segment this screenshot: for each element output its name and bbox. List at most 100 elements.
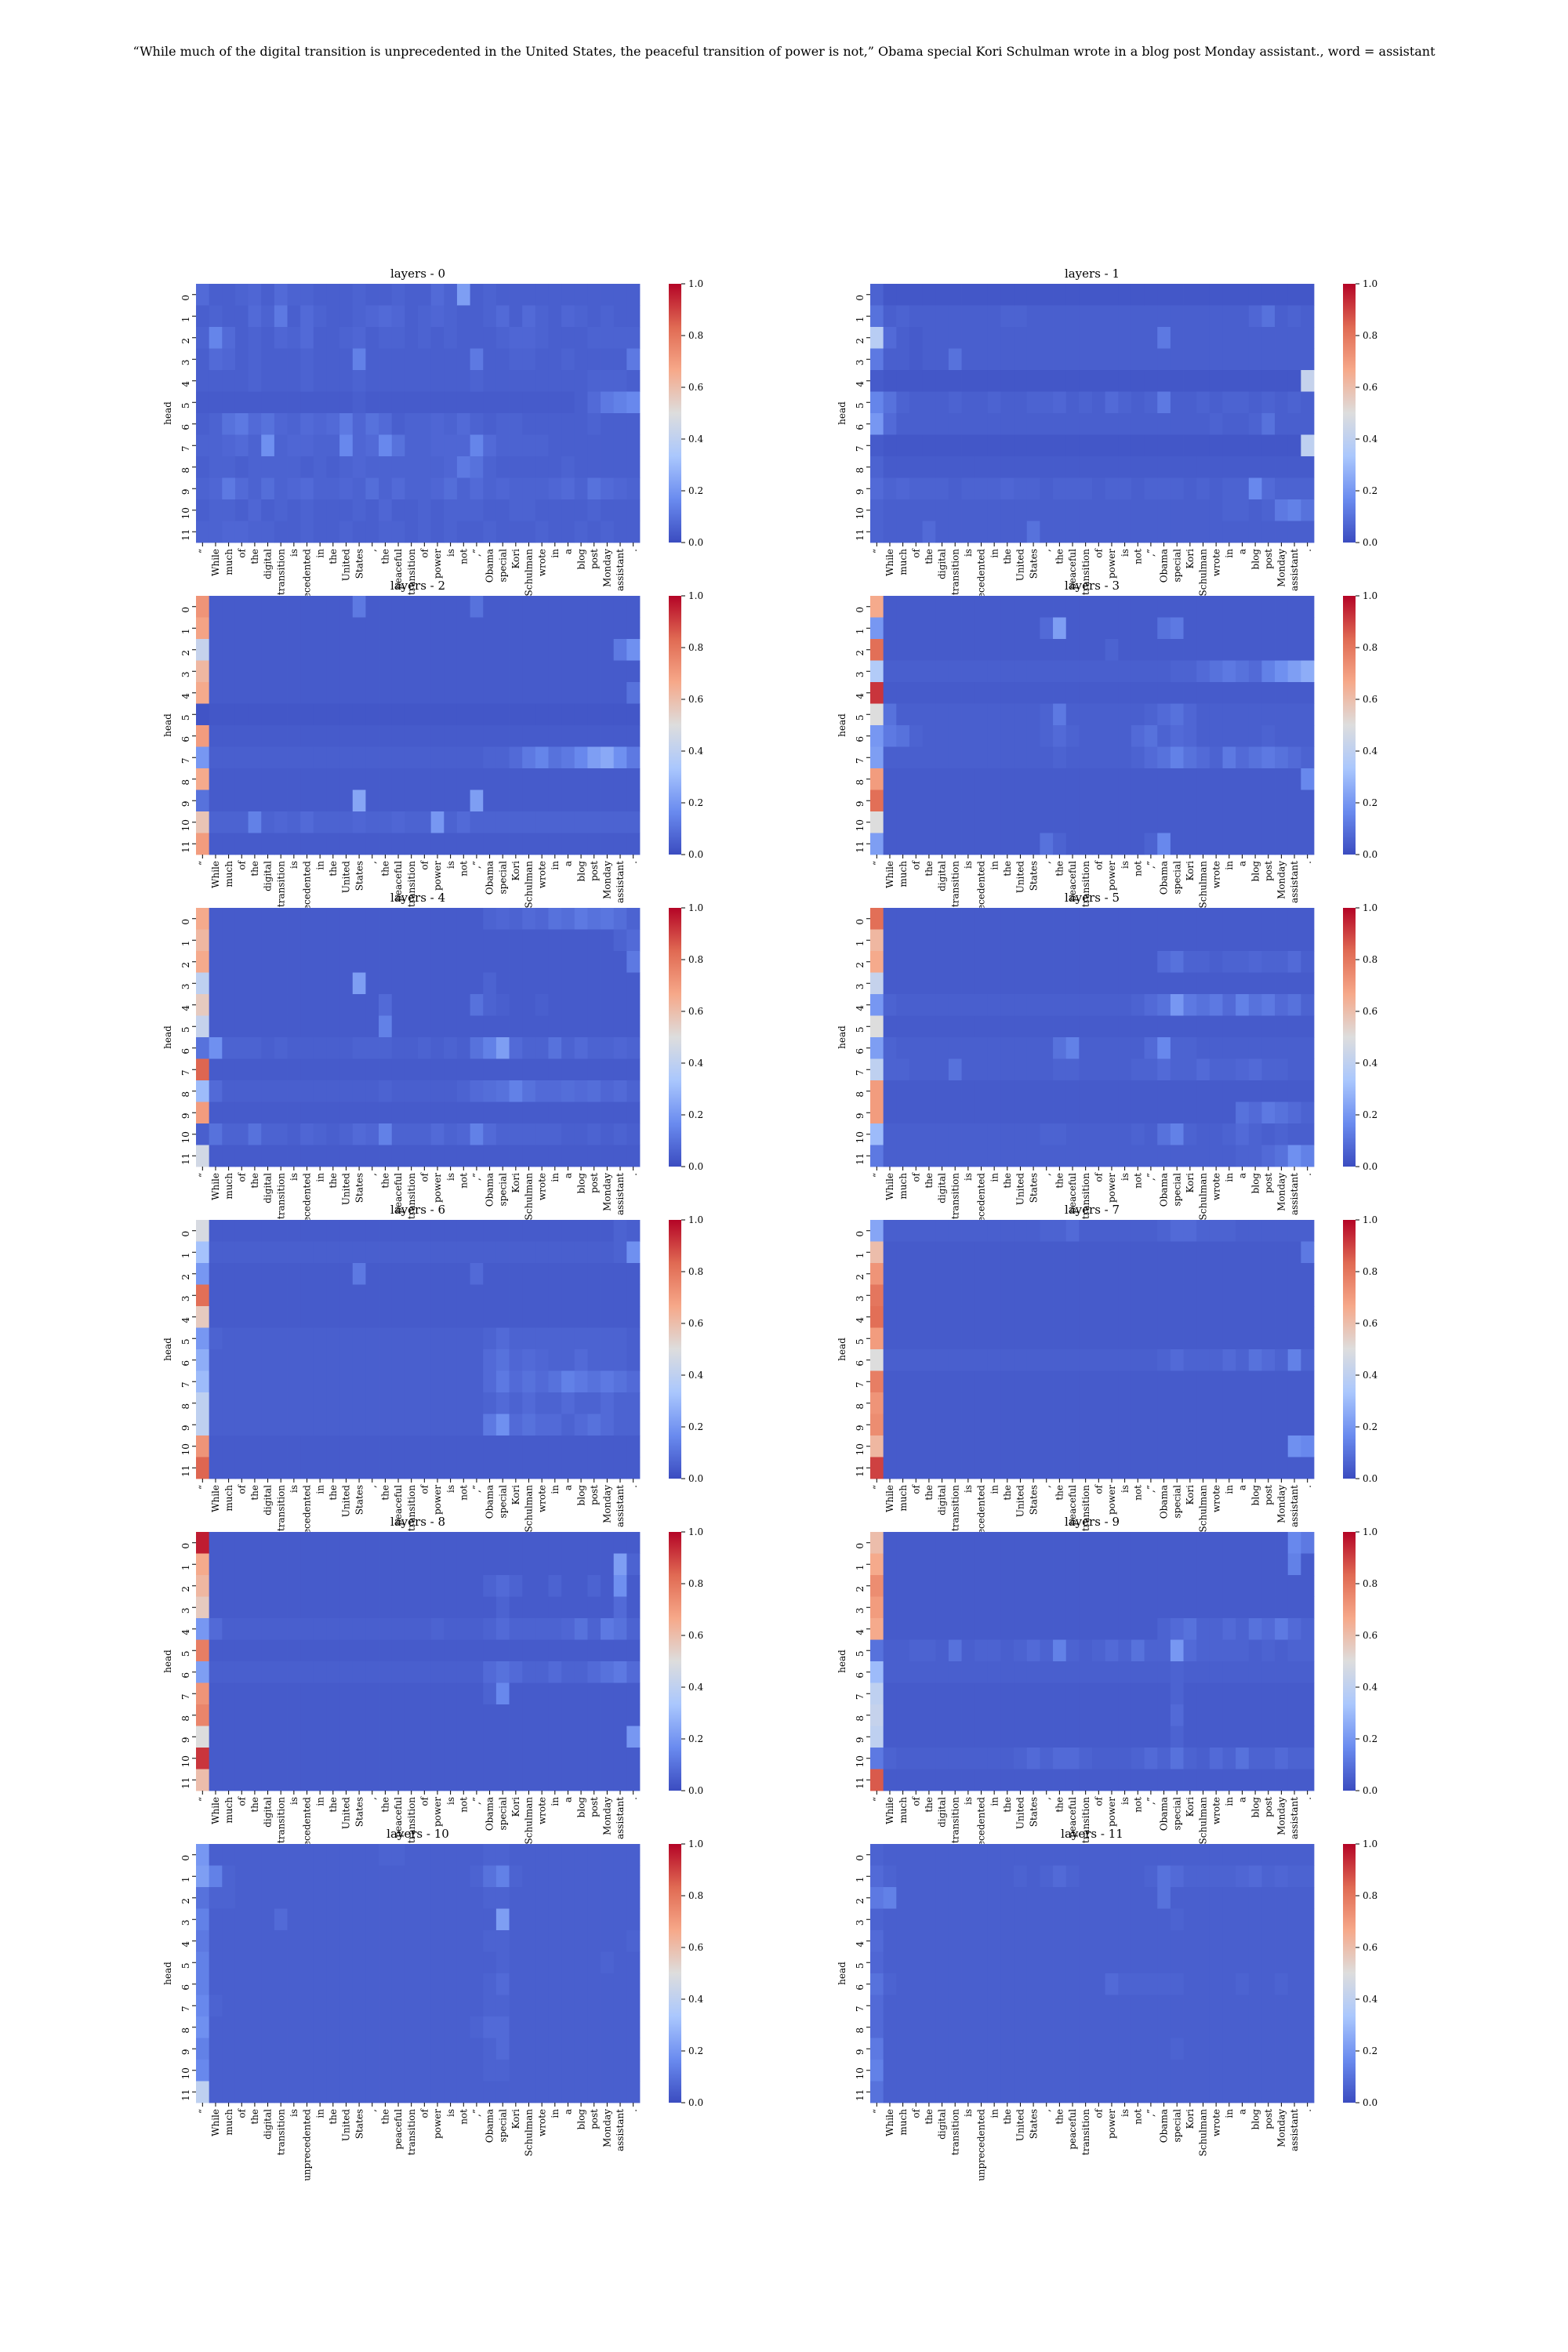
heatmap-cell — [196, 1349, 210, 1371]
heatmap-cell — [613, 1682, 627, 1705]
heatmap-cell — [248, 1769, 262, 1791]
heatmap-cell — [574, 768, 588, 790]
heatmap-cell — [222, 1553, 236, 1576]
heatmap-cell — [391, 1145, 405, 1167]
heatmap-cell — [1209, 951, 1223, 973]
colorbar-tick-label: 1.0 — [688, 902, 703, 913]
heatmap-cell — [1275, 1263, 1289, 1285]
heatmap-cell — [430, 972, 445, 995]
heatmap-cell — [1275, 413, 1289, 435]
heatmap-cell — [574, 1436, 588, 1457]
x-tick-label: “ — [198, 1173, 209, 1178]
heatmap-cell — [1105, 1015, 1119, 1038]
heatmap-cell — [961, 1414, 975, 1436]
heatmap-cell — [1000, 1726, 1014, 1748]
heatmap-cell — [196, 1748, 210, 1769]
heatmap-cell — [470, 1306, 484, 1328]
heatmap-cell — [1222, 908, 1236, 930]
heatmap-cell — [483, 1682, 497, 1705]
heatmap-cell — [870, 1553, 884, 1576]
heatmap-cell — [987, 1015, 1001, 1038]
heatmap-cell — [326, 725, 340, 747]
heatmap-cell — [1287, 477, 1301, 500]
heatmap-cell — [248, 725, 262, 747]
heatmap-cell — [1170, 703, 1184, 726]
heatmap-cell — [209, 951, 223, 973]
heatmap-cell — [300, 682, 314, 704]
heatmap-cell — [548, 305, 562, 328]
heatmap-cell — [365, 1639, 379, 1662]
x-tick-label: blog — [1250, 549, 1261, 570]
heatmap-cell — [574, 833, 588, 855]
heatmap-cell — [261, 833, 275, 855]
heatmap-cell — [1157, 1661, 1171, 1683]
heatmap-cell — [883, 1392, 897, 1414]
heatmap-cell — [535, 1058, 549, 1081]
heatmap-cell — [405, 1436, 419, 1457]
heatmap-cell — [352, 434, 366, 457]
heatmap-cell — [1105, 327, 1119, 349]
heatmap-cell — [391, 951, 405, 973]
heatmap-cell — [948, 908, 962, 930]
heatmap-cell — [1301, 1596, 1315, 1619]
heatmap-cell — [1053, 1704, 1067, 1726]
heatmap-cell — [300, 348, 314, 371]
heatmap-cell — [1105, 391, 1119, 414]
heatmap-cell — [1170, 929, 1184, 952]
heatmap-cell — [379, 305, 393, 328]
heatmap-cell — [1275, 370, 1289, 392]
heatmap-cell — [613, 305, 627, 328]
heatmap-cell — [352, 1327, 366, 1350]
x-tick-label: States — [1028, 1485, 1039, 1515]
heatmap-cell — [587, 617, 601, 640]
heatmap-cell — [1222, 1414, 1236, 1436]
x-tick-label: transition — [275, 861, 286, 907]
heatmap-cell — [1131, 1058, 1145, 1081]
heatmap-cell — [613, 1263, 627, 1285]
heatmap-cell — [1170, 1436, 1184, 1457]
heatmap-cell — [561, 617, 575, 640]
heatmap-cell — [222, 1102, 236, 1124]
heatmap-cell — [326, 1058, 340, 1081]
heatmap-cell — [535, 1457, 549, 1479]
heatmap-cell — [1183, 994, 1197, 1016]
y-tick-label: 2 — [855, 650, 866, 656]
heatmap-cell — [1105, 284, 1119, 306]
x-tick-label: is — [963, 861, 974, 869]
heatmap-cell — [626, 929, 641, 952]
heatmap-cell — [1170, 617, 1184, 640]
heatmap-cell — [1183, 1349, 1197, 1371]
heatmap-cell — [961, 413, 975, 435]
heatmap-cell — [1053, 833, 1067, 855]
heatmap-cell — [1131, 1080, 1145, 1102]
heatmap-cell — [1040, 1284, 1054, 1307]
heatmap-cell — [1000, 994, 1014, 1016]
heatmap-cell — [626, 521, 641, 543]
x-tick-label: special — [1171, 861, 1182, 895]
heatmap-cell — [909, 391, 923, 414]
heatmap-cell — [1261, 789, 1276, 812]
heatmap-cell — [365, 660, 379, 683]
heatmap-cell — [574, 596, 588, 618]
x-tick-label: transition — [949, 549, 960, 595]
heatmap-cell — [1222, 305, 1236, 328]
heatmap-cell — [444, 1058, 458, 1081]
heatmap-cell — [1144, 1726, 1158, 1748]
heatmap-cell — [391, 789, 405, 812]
heatmap-cell — [430, 725, 445, 747]
heatmap-cell — [418, 972, 432, 995]
heatmap-cell — [196, 1370, 210, 1393]
heatmap-cell — [1222, 1682, 1236, 1705]
heatmap-cell — [430, 1532, 445, 1554]
heatmap-cell — [1053, 1241, 1067, 1264]
heatmap-cell — [1287, 682, 1301, 704]
heatmap-cell — [495, 1058, 510, 1081]
heatmap-cell — [274, 1726, 288, 1748]
heatmap-cell — [1026, 682, 1040, 704]
x-tick-label: . — [628, 1797, 639, 1800]
heatmap-cell — [1026, 499, 1040, 521]
heatmap-cell — [313, 327, 327, 349]
heatmap-cell — [961, 1436, 975, 1457]
heatmap-cell — [1157, 305, 1171, 328]
heatmap-cell — [495, 1241, 510, 1264]
